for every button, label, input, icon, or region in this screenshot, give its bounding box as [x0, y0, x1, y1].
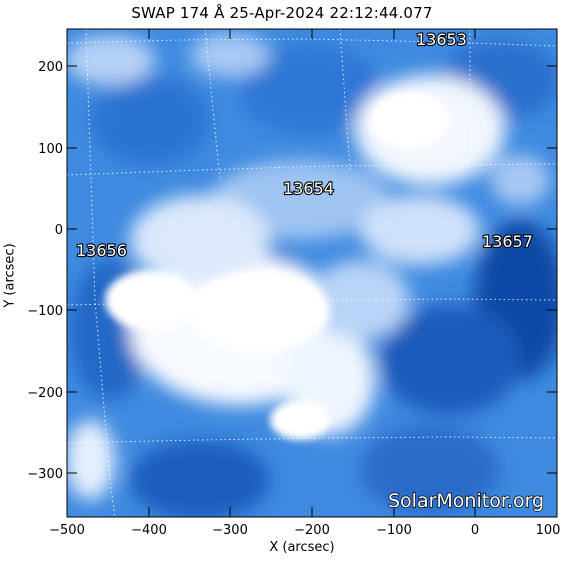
- plot-title: SWAP 174 Å 25-Apr-2024 22:12:44.077: [131, 4, 433, 22]
- y-tick-label: 0: [55, 223, 63, 238]
- solarmonitor-watermark: SolarMonitor.org: [388, 490, 544, 512]
- region-label-13657: 13657: [482, 232, 533, 251]
- y-tick-label: −300: [27, 467, 63, 482]
- y-tick-label: 200: [38, 60, 63, 75]
- x-tick-label: −200: [294, 523, 330, 538]
- euv-image: [67, 29, 557, 517]
- x-tick-labels: −500 −400 −300 −200 −100 0 100: [49, 523, 560, 538]
- x-tick-label: 0: [471, 523, 479, 538]
- x-tick-label: 100: [536, 523, 561, 538]
- plot-frame: [66, 28, 558, 518]
- region-label-13654: 13654: [283, 179, 334, 198]
- y-tick-label: −100: [27, 304, 63, 319]
- x-tick-label: −300: [212, 523, 248, 538]
- active-region-labels: 13653 13654 13656 13657: [75, 29, 534, 261]
- x-tick-label: −100: [376, 523, 412, 538]
- coordinate-grid: [67, 29, 557, 517]
- y-tick-label: 100: [38, 142, 63, 157]
- y-tick-label: −200: [27, 386, 63, 401]
- region-label-13656: 13656: [76, 241, 127, 260]
- x-tick-label: −400: [131, 523, 167, 538]
- y-axis-label: Y (arcsec): [2, 243, 18, 308]
- y-tick-labels: 200 100 0 −100 −200 −300: [27, 60, 63, 482]
- x-axis-label: X (arcsec): [269, 540, 335, 555]
- region-label-13653: 13653: [416, 30, 467, 49]
- x-tick-label: −500: [49, 523, 85, 538]
